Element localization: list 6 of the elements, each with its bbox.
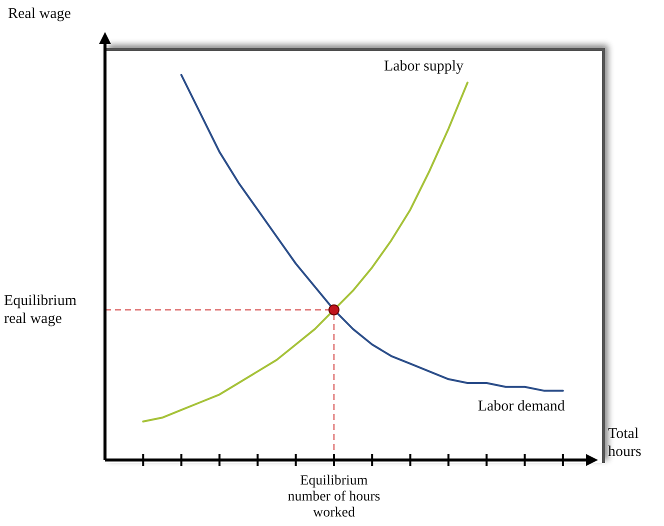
series-label: Labor supply bbox=[384, 58, 464, 75]
x-axis-title: Total hours bbox=[608, 426, 642, 460]
text: Equilibrium number of hours worked bbox=[288, 474, 380, 521]
series-label: Labor demand bbox=[478, 398, 566, 415]
y-axis-title: Real wage bbox=[8, 6, 72, 22]
ref-line-label: Equilibrium real wage bbox=[4, 292, 77, 327]
